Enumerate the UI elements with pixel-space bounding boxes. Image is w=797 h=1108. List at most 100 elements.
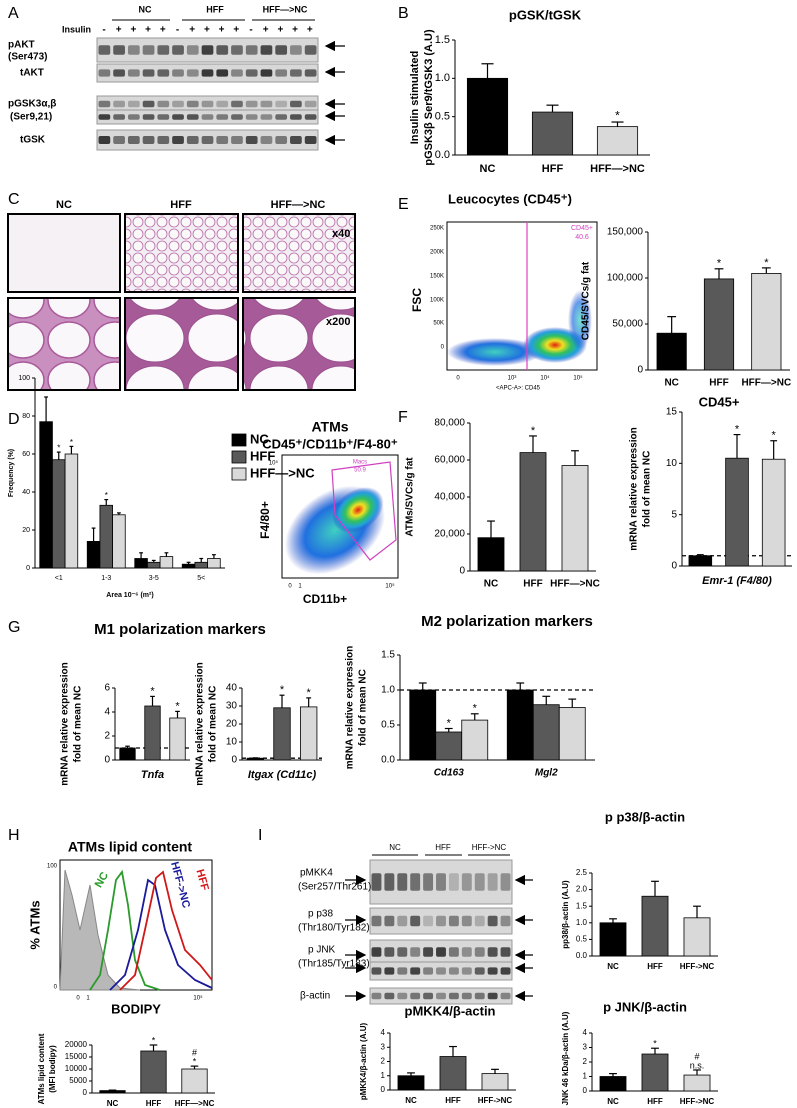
blot-label: Insulin — [62, 24, 91, 34]
significance: * — [70, 438, 73, 447]
tick-label: 10⁴ — [540, 375, 550, 382]
y-tick-label: 0 — [83, 1088, 88, 1097]
blot-band — [304, 45, 317, 55]
curve-label: HFF — [194, 868, 211, 892]
significance: # — [192, 1047, 197, 1057]
micrograph — [7, 213, 121, 293]
y-tick-label: 2 — [104, 731, 110, 742]
y-tick-label: 50,000 — [612, 319, 643, 330]
lane-label: + — [277, 25, 283, 36]
blot-band — [260, 45, 273, 55]
x-tick-label: 5< — [197, 575, 205, 582]
bar — [134, 558, 148, 569]
blot-band — [275, 45, 288, 55]
gate-value: 40.6 — [575, 234, 589, 241]
y-tick-label: 20,000 — [434, 529, 465, 540]
y-tick-label: 1.0 — [435, 72, 450, 84]
blot-band — [113, 136, 125, 144]
y-axis-label: ATMs lipid content — [37, 1033, 46, 1104]
tick-label: 50K — [433, 321, 444, 327]
y-tick-label: 1.5 — [381, 650, 395, 661]
y-tick-label: 4 — [381, 1028, 386, 1037]
significance: * — [615, 109, 620, 123]
significance: * — [473, 703, 478, 715]
tick-label: 0 — [456, 376, 460, 382]
y-tick-label: 4 — [583, 1028, 588, 1037]
y-tick-label: 0 — [26, 565, 30, 572]
significance: * — [531, 425, 536, 437]
blot-band — [371, 967, 382, 975]
blot-band — [245, 100, 258, 108]
y-tick-label: 1.5 — [435, 34, 450, 46]
blot-band — [423, 947, 434, 957]
x-tick-label: <1 — [55, 575, 63, 582]
blot-band — [500, 992, 511, 1000]
bar — [703, 278, 735, 371]
y-tick-label: 10 — [666, 458, 678, 469]
gate-label: CD45+ — [571, 225, 593, 232]
y-tick-label: 0.0 — [435, 149, 450, 161]
blot-band — [142, 100, 155, 108]
bar — [112, 514, 126, 569]
bar — [246, 757, 264, 761]
y-tick-label: 5000 — [69, 1076, 87, 1085]
y-tick-label: 15 — [666, 407, 678, 418]
blot-band — [410, 967, 421, 975]
blot-band — [98, 100, 111, 108]
panel-letter: E — [398, 196, 409, 213]
tick-label: 1 — [298, 584, 302, 590]
blot-band — [436, 992, 446, 1000]
gate-label: Macs — [353, 460, 367, 466]
blot-band — [371, 992, 382, 1000]
x-tick-label: HFF — [523, 579, 542, 590]
x-tick-label: HFF->NC — [680, 962, 715, 971]
y-axis-label: fold of mean NC — [358, 669, 369, 746]
plot-subtitle: CD45⁺/CD11b⁺/F4-80⁺ — [262, 436, 398, 451]
blot-band — [384, 873, 395, 891]
x-tick-label: NC — [607, 962, 619, 971]
significance: * — [447, 717, 452, 729]
group-label: HFF—>NC — [263, 4, 308, 14]
y-tick-label: 150,000 — [607, 227, 644, 238]
blot-label: β-actin — [300, 991, 330, 1002]
tick-label: 250K — [430, 226, 444, 232]
blot-label: (Thr180/Tyr182) — [298, 923, 370, 934]
blot-band — [275, 69, 288, 77]
lane-label: - — [102, 25, 105, 36]
x-tick-label: NC — [107, 1099, 119, 1108]
blot-band — [260, 114, 273, 120]
flow-plot-f — [281, 454, 399, 579]
blot-band — [461, 873, 472, 891]
blot-band — [142, 45, 155, 55]
blot-arrows — [324, 40, 533, 1002]
blot-band — [157, 45, 170, 55]
blot-band — [245, 69, 258, 77]
blot-band — [500, 967, 511, 975]
lane-label: + — [307, 25, 313, 36]
legend-label: NC — [250, 431, 269, 446]
x-axis-label: Tnfa — [141, 769, 164, 781]
chart-title: p JNK/β-actin — [603, 999, 687, 1014]
bar — [596, 126, 639, 156]
blot-band — [216, 136, 229, 144]
y-tick-label: 1.0 — [381, 685, 395, 696]
y-tick-label: 5 — [671, 509, 677, 520]
micrograph — [242, 213, 356, 293]
x-tick-label: HFF — [445, 1096, 461, 1105]
tick-label: 10⁵ — [193, 995, 203, 1002]
blot-band — [397, 967, 408, 975]
blot-band — [260, 136, 273, 144]
tick-label: 10⁵ — [385, 583, 395, 590]
blot-band — [436, 915, 446, 927]
y-tick-label: 2.5 — [576, 868, 588, 877]
group-label: NC — [389, 843, 401, 852]
bar — [435, 731, 463, 761]
micrograph — [7, 297, 121, 391]
blot-band — [157, 100, 170, 108]
bar — [439, 1056, 467, 1091]
blot-band — [384, 992, 395, 1000]
blot-band — [290, 100, 302, 108]
legend-swatch — [231, 467, 247, 481]
bar — [64, 453, 79, 569]
bar — [656, 332, 687, 371]
